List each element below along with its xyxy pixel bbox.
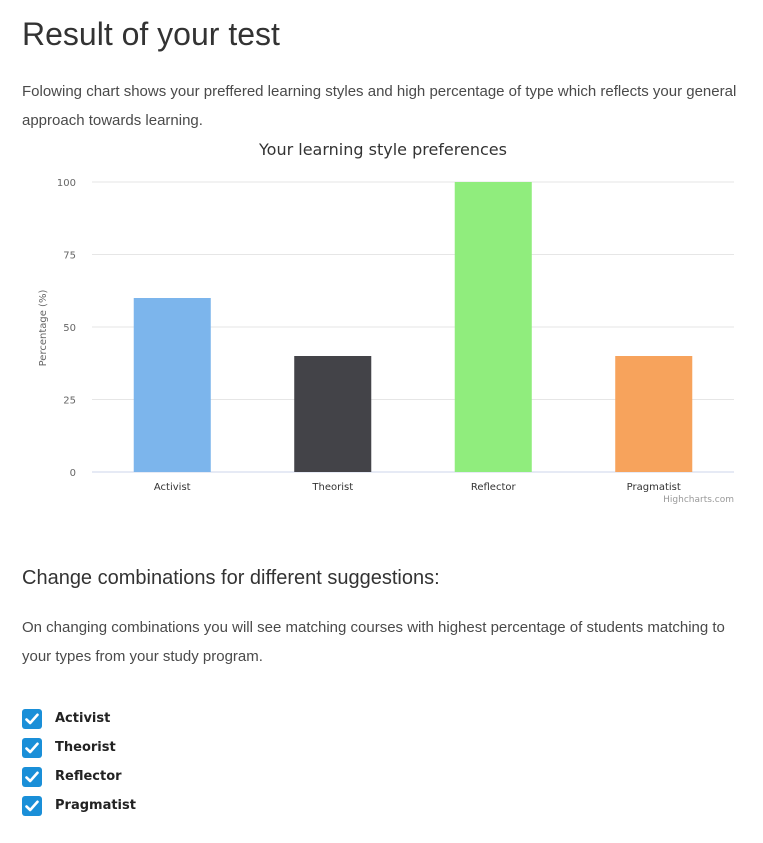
checkbox-label: Activist (55, 711, 111, 726)
bar-theorist[interactable] (294, 356, 372, 472)
y-tick-label: 75 (63, 251, 76, 262)
intro-text: Folowing chart shows your preffered lear… (22, 83, 737, 129)
checkbox-reflector[interactable]: Reflector (22, 762, 136, 791)
y-tick-label: 100 (57, 178, 76, 189)
checkbox-label: Theorist (55, 740, 116, 755)
checkbox-checked-icon[interactable] (22, 708, 42, 729)
checkbox-checked-icon[interactable] (22, 795, 42, 816)
y-tick-label: 25 (63, 396, 76, 407)
suggestions-description: On changing combinations you will see ma… (22, 619, 725, 665)
bar-reflector[interactable] (454, 182, 532, 472)
page-title: Result of your test (22, 16, 280, 52)
learning-style-chart: Your learning style preferences Percenta… (38, 140, 734, 505)
checkbox-activist[interactable]: Activist (22, 704, 136, 733)
x-tick-label: Reflector (471, 482, 517, 493)
x-tick-label: Activist (154, 482, 191, 493)
learning-style-checkboxes: Activist Theorist Reflector Pragmatist (22, 704, 136, 820)
bar-pragmatist[interactable] (615, 356, 693, 472)
chart-title: Your learning style preferences (258, 140, 507, 159)
checkbox-checked-icon[interactable] (22, 766, 42, 787)
checkbox-theorist[interactable]: Theorist (22, 733, 136, 762)
suggestions-title: Change combinations for different sugges… (22, 567, 440, 589)
checkbox-checked-icon[interactable] (22, 737, 42, 758)
y-tick-label: 50 (63, 323, 76, 334)
checkbox-label: Pragmatist (55, 798, 136, 813)
checkbox-pragmatist[interactable]: Pragmatist (22, 791, 136, 820)
x-tick-label: Pragmatist (627, 482, 681, 493)
chart-credit[interactable]: Highcharts.com (663, 495, 734, 505)
y-axis-label: Percentage (%) (38, 290, 49, 367)
checkbox-label: Reflector (55, 769, 122, 784)
x-tick-label: Theorist (311, 482, 353, 493)
bar-activist[interactable] (133, 298, 211, 472)
y-tick-label: 0 (70, 468, 76, 479)
